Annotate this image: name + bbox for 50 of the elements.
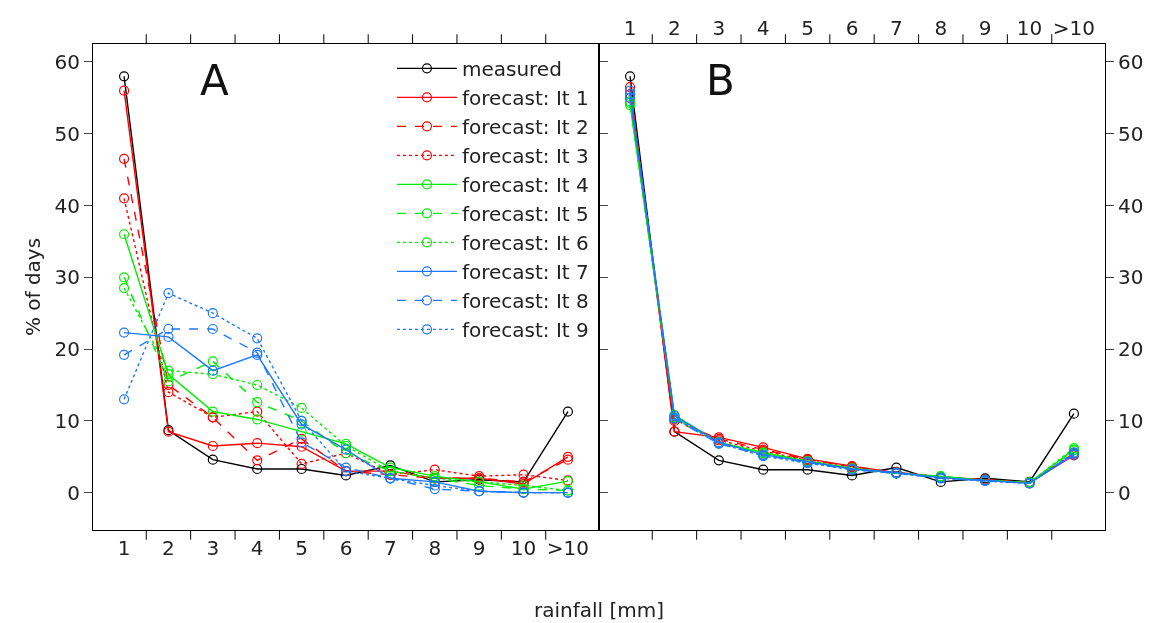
x-tick-label: 5 — [801, 15, 814, 40]
y-tick-label: 40 — [1118, 193, 1144, 218]
legend-label: forecast: It 8 — [461, 289, 589, 314]
annotation: B — [706, 56, 735, 105]
y-tick-label: 0 — [1118, 480, 1131, 505]
x-tick-label: 10 — [1016, 15, 1043, 40]
x-tick-label: 8 — [428, 536, 442, 561]
y-tick-label: 30 — [54, 265, 80, 290]
x-tick-label: 9 — [472, 536, 486, 561]
y-tick-label: 10 — [1118, 408, 1144, 433]
x-tick-label: 8 — [934, 15, 948, 40]
x-tick-label: >10 — [1052, 15, 1096, 40]
x-tick-label: 4 — [756, 15, 770, 40]
y-tick-label: 10 — [54, 408, 80, 433]
legend-label: forecast: It 3 — [461, 144, 589, 169]
legend-label: forecast: It 1 — [461, 86, 589, 111]
legend-label: measured — [461, 57, 562, 82]
x-tick-label: 9 — [978, 15, 992, 40]
y-tick-label: 60 — [54, 49, 80, 74]
x-tick-label: >10 — [546, 536, 590, 561]
legend-label: forecast: It 6 — [461, 231, 589, 256]
x-tick-label: 5 — [295, 536, 308, 561]
x-tick-label: 4 — [250, 536, 264, 561]
x-tick-label: 7 — [890, 15, 903, 40]
y-axis-title: % of days — [20, 237, 45, 337]
legend-label: forecast: It 7 — [461, 260, 589, 285]
annotation: A — [200, 56, 229, 105]
x-tick-label: 1 — [623, 15, 637, 40]
x-tick-label: 1 — [117, 536, 131, 561]
x-tick-label: 2 — [668, 15, 681, 40]
x-tick-label: 6 — [845, 15, 859, 40]
x-tick-label: 2 — [162, 536, 175, 561]
y-tick-label: 0 — [67, 480, 80, 505]
x-tick-label: 6 — [339, 536, 353, 561]
x-tick-label: 10 — [510, 536, 537, 561]
x-tick-label: 7 — [384, 536, 397, 561]
y-tick-label: 20 — [54, 337, 80, 362]
y-tick-label: 50 — [54, 121, 80, 146]
y-tick-label: 60 — [1118, 49, 1144, 74]
x-tick-label: 3 — [712, 15, 726, 40]
y-tick-label: 50 — [1118, 121, 1144, 146]
legend-label: forecast: It 9 — [461, 318, 589, 343]
legend-label: forecast: It 2 — [461, 115, 589, 140]
y-tick-label: 30 — [1118, 265, 1144, 290]
legend-label: forecast: It 4 — [461, 173, 589, 198]
legend-label: forecast: It 5 — [461, 202, 589, 227]
x-tick-label: 3 — [206, 536, 220, 561]
x-axis-title: rainfall [mm] — [534, 598, 665, 622]
y-tick-label: 40 — [54, 193, 80, 218]
y-tick-label: 20 — [1118, 337, 1144, 362]
